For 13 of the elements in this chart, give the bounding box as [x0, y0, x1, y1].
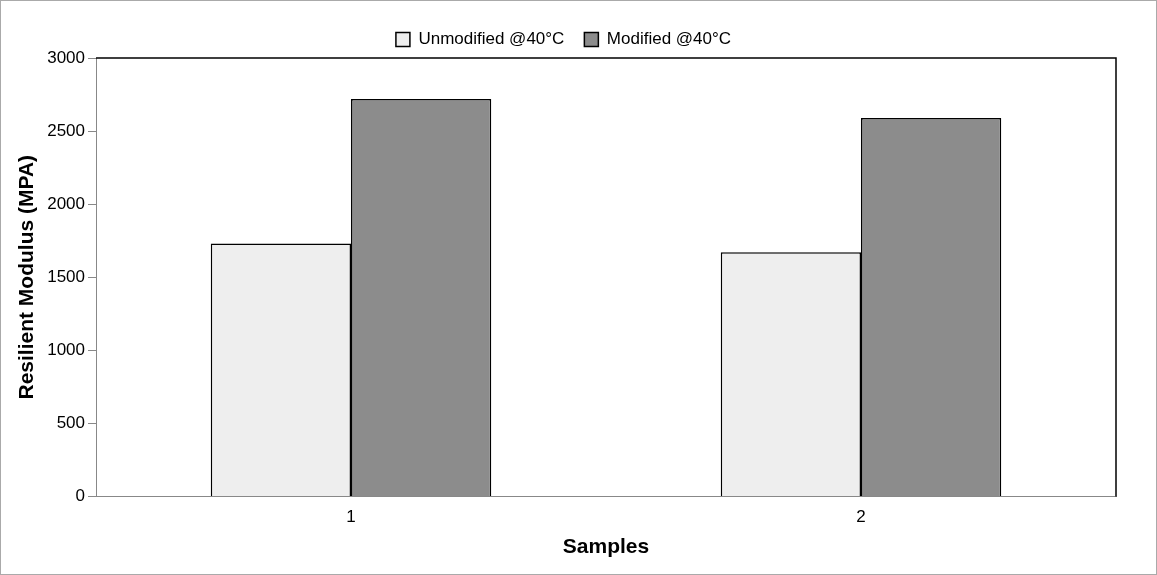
legend-label: Unmodified @40°C: [418, 29, 565, 49]
legend-label: Modified @40°C: [606, 29, 732, 49]
x-tick-label: 2: [856, 507, 866, 527]
y-tick-label: 0: [75, 486, 86, 506]
y-tick-label: 3000: [47, 47, 86, 67]
y-axis-title: Resilient Modulus (MPA): [14, 154, 38, 400]
y-tick-label: 2000: [47, 193, 86, 213]
y-tick-label: 1000: [47, 339, 86, 359]
y-tick-label: 500: [56, 413, 86, 433]
x-tick-label: 1: [346, 507, 356, 527]
y-tick-label: 2500: [47, 120, 86, 140]
y-tick-label: 1500: [47, 266, 86, 286]
x-axis-title: Samples: [562, 534, 650, 558]
